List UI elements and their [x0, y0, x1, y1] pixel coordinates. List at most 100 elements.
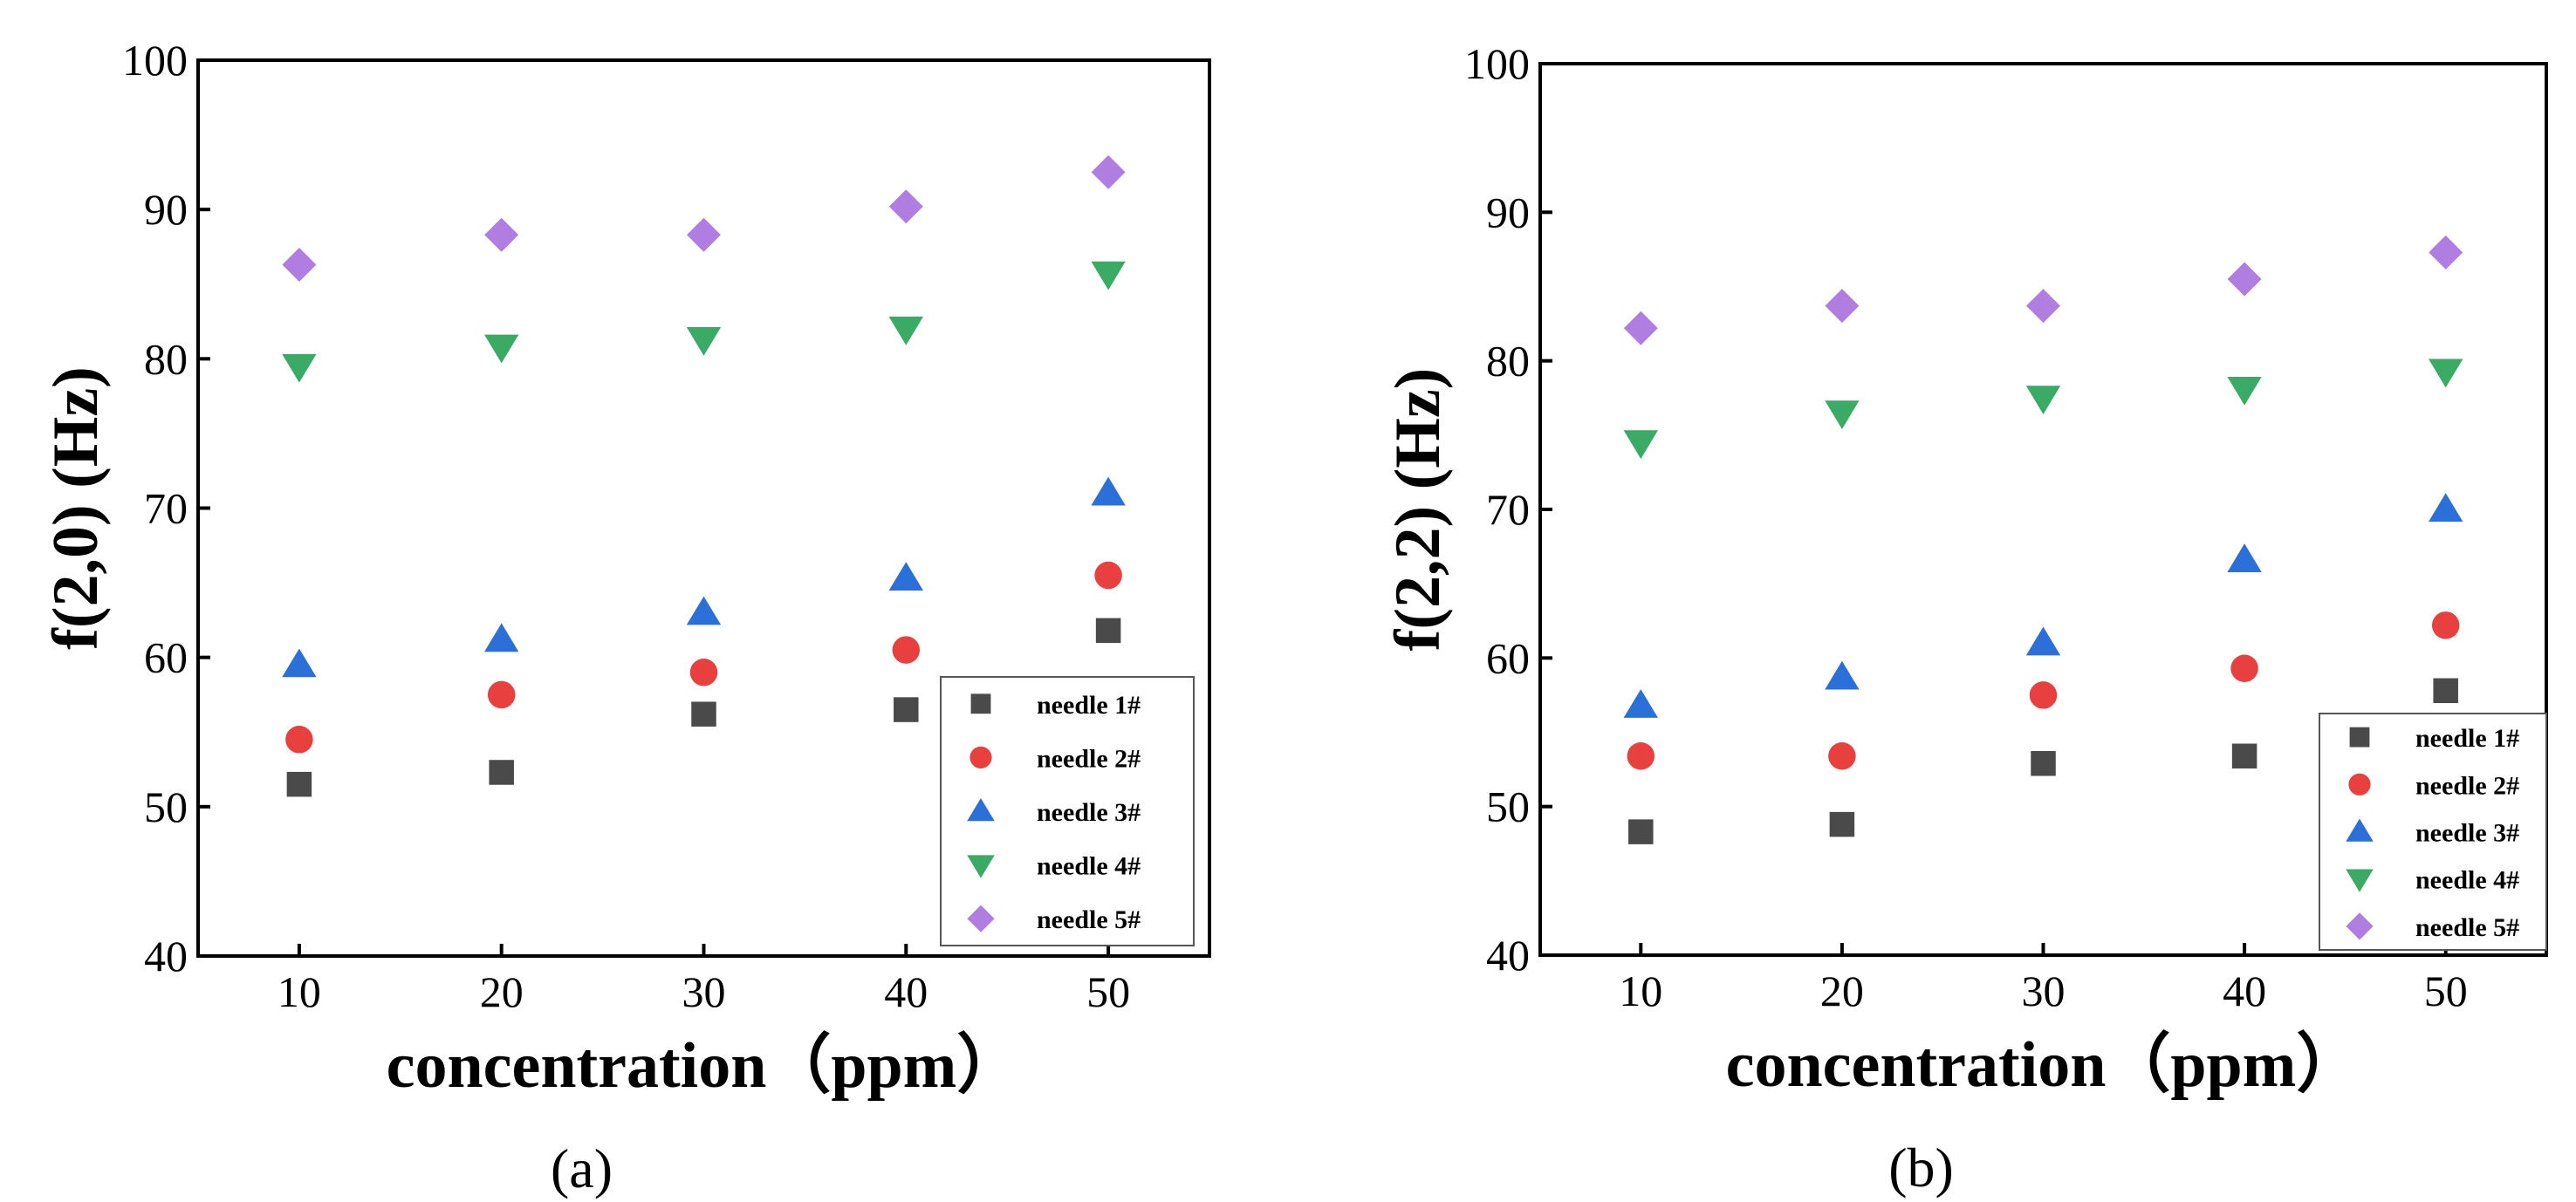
x-tick-label: 40 — [2223, 966, 2266, 1015]
series-4 — [1623, 359, 2463, 460]
data-point — [2433, 678, 2458, 704]
data-point — [2429, 493, 2463, 522]
legend-marker — [2346, 818, 2374, 842]
data-point — [2231, 743, 2257, 769]
data-point — [2230, 654, 2258, 683]
y-tick-label: 90 — [144, 185, 188, 234]
data-point — [2227, 376, 2262, 406]
data-point — [2429, 235, 2463, 270]
x-tick-label: 10 — [277, 967, 321, 1016]
series-5 — [282, 154, 1126, 282]
legend-marker — [967, 855, 995, 878]
data-point — [489, 760, 514, 785]
data-point — [2025, 626, 2061, 656]
data-point — [1825, 289, 1860, 324]
series-1 — [1628, 678, 2458, 844]
x-tick-label: 50 — [2424, 966, 2468, 1015]
y-axis-title: f(2,0) (Hz) — [40, 366, 112, 650]
x-tick-label: 30 — [682, 967, 726, 1016]
data-point — [892, 636, 921, 664]
data-point — [888, 189, 923, 224]
data-point — [1623, 689, 1658, 718]
data-point — [1825, 400, 1860, 430]
legend-marker — [969, 746, 992, 769]
x-tick-label: 30 — [2022, 966, 2066, 1015]
panel-label: (a) — [551, 1137, 613, 1199]
x-tick-label: 20 — [1820, 966, 1864, 1015]
y-tick-label: 60 — [144, 633, 188, 682]
y-axis-title: f(2,2) (Hz) — [1382, 368, 1454, 652]
data-point — [1095, 618, 1121, 644]
legend-label: needle 4# — [1037, 852, 1141, 881]
data-point — [282, 648, 317, 678]
series-1 — [286, 618, 1121, 797]
data-point — [1628, 819, 1654, 844]
data-point — [2031, 751, 2056, 776]
data-point — [1825, 660, 1860, 690]
y-tick-label: 60 — [1486, 633, 1530, 682]
y-tick-label: 80 — [1486, 337, 1530, 386]
y-tick-label: 40 — [1486, 931, 1530, 980]
series-3 — [282, 476, 1126, 678]
legend-marker — [2346, 869, 2374, 892]
data-point — [1627, 742, 1655, 770]
data-point — [2025, 386, 2061, 414]
y-tick-label: 90 — [1486, 188, 1530, 236]
x-tick-label: 20 — [480, 967, 524, 1016]
data-point — [282, 247, 317, 282]
x-tick-label: 50 — [1086, 967, 1130, 1016]
data-point — [2029, 681, 2058, 709]
legend-label: needle 3# — [2415, 819, 2519, 848]
x-tick-label: 10 — [1619, 966, 1662, 1015]
data-point — [2227, 262, 2262, 297]
legend-label: needle 3# — [1037, 798, 1141, 827]
data-point — [484, 334, 519, 364]
data-point — [285, 726, 313, 754]
legend-label: needle 4# — [2415, 866, 2519, 895]
x-axis-title: concentration（ppm） — [387, 1030, 1022, 1102]
legend-marker — [970, 693, 991, 714]
data-point — [689, 659, 718, 686]
data-point — [2227, 543, 2262, 572]
data-point — [1829, 811, 1855, 837]
data-point — [1091, 476, 1126, 506]
data-point — [2429, 359, 2463, 388]
data-point — [1623, 311, 1658, 345]
series-4 — [282, 261, 1126, 383]
legend-label: needle 1# — [1037, 691, 1141, 720]
legend-marker — [2349, 727, 2370, 748]
y-tick-label: 80 — [144, 334, 188, 383]
data-point — [1091, 154, 1126, 189]
data-point — [1828, 742, 1856, 770]
data-point — [687, 217, 721, 252]
series-3 — [1623, 493, 2463, 718]
data-point — [2431, 611, 2460, 639]
y-tick-label: 50 — [144, 782, 188, 831]
data-point — [1094, 561, 1122, 590]
y-tick-label: 100 — [122, 36, 188, 85]
data-point — [888, 317, 923, 345]
series-5 — [1623, 235, 2463, 345]
data-point — [487, 680, 516, 709]
legend-marker — [967, 798, 995, 822]
data-point — [888, 562, 923, 591]
panel-label: (b) — [1888, 1137, 1954, 1199]
legend-label: needle 1# — [2415, 724, 2519, 753]
data-point — [286, 771, 312, 797]
legend-label: needle 5# — [2415, 913, 2519, 942]
data-point — [484, 623, 519, 652]
data-point — [691, 701, 716, 727]
data-point — [1091, 261, 1126, 290]
legend: needle 1# needle 2# needle 3# needle 4# need… — [2319, 713, 2547, 951]
data-point — [1623, 430, 1658, 460]
series-2 — [285, 561, 1122, 754]
legend-marker — [2346, 912, 2374, 940]
data-point — [282, 353, 317, 383]
y-tick-label: 70 — [1486, 485, 1530, 534]
legend-label: needle 2# — [1037, 744, 1141, 773]
chart-panel-0: 40 50 60 70 80 90 100 10 20 30 40 50 concentration（p… — [40, 36, 1211, 1199]
legend-label: needle 5# — [1037, 905, 1141, 934]
series-2 — [1627, 611, 2460, 770]
data-point — [686, 327, 722, 356]
